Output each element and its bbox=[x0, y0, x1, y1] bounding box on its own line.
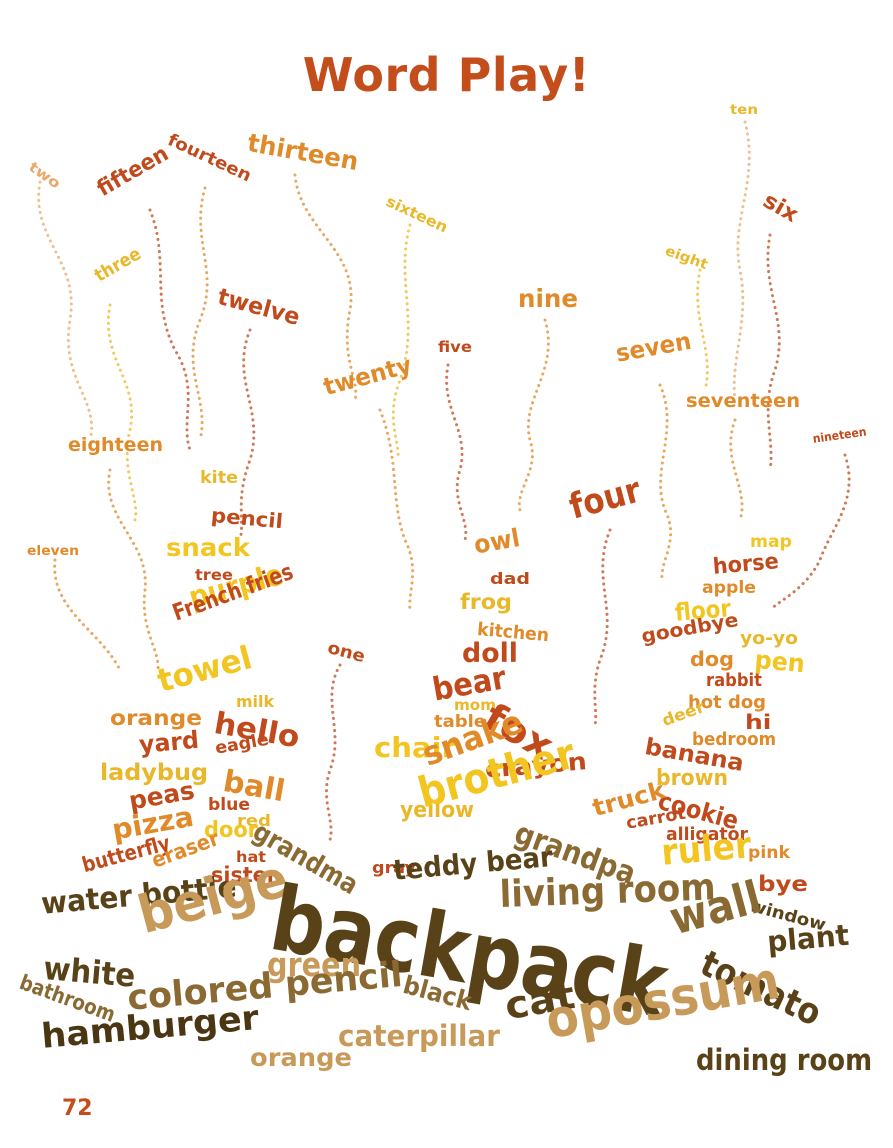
word-doll: doll bbox=[462, 638, 518, 669]
word-map: map bbox=[750, 532, 792, 552]
word-alligator: alligator bbox=[666, 824, 749, 845]
word-yard: yard bbox=[137, 725, 201, 759]
dotted-trail-4 bbox=[732, 120, 751, 402]
dotted-trail-16 bbox=[107, 468, 160, 672]
word-dining-room: dining room bbox=[696, 1043, 873, 1077]
word-dad: dad bbox=[490, 569, 531, 588]
word-ladybug: ladybug bbox=[100, 760, 209, 786]
word-eighteen: eighteen bbox=[68, 434, 164, 456]
dotted-trail-19 bbox=[593, 528, 612, 727]
word-bye: bye bbox=[758, 872, 809, 896]
word-orange: orange bbox=[250, 1043, 353, 1072]
word-hot-dog: hot dog bbox=[688, 692, 767, 713]
dotted-trail-17 bbox=[768, 453, 851, 612]
word-plant: plant bbox=[765, 917, 851, 959]
word-frog: frog bbox=[460, 590, 512, 614]
word-red: red bbox=[237, 811, 272, 830]
word-bedroom: bedroom bbox=[692, 729, 777, 750]
word-tree: tree bbox=[195, 566, 233, 584]
word-yo-yo: yo-yo bbox=[740, 628, 799, 649]
word-sister: sister bbox=[211, 863, 277, 887]
word-brown: brown bbox=[656, 766, 729, 791]
word-rabbit: rabbit bbox=[706, 670, 762, 691]
word-mom: mom bbox=[454, 696, 496, 714]
word-seventeen: seventeen bbox=[686, 390, 801, 412]
page-title: Word Play! bbox=[302, 48, 591, 102]
word-apple: apple bbox=[702, 578, 757, 598]
word-chair: chair bbox=[374, 731, 456, 764]
word-milk: milk bbox=[236, 692, 275, 711]
dotted-trail-8 bbox=[107, 303, 138, 522]
dotted-trail-20 bbox=[325, 663, 342, 842]
word-gray: gray bbox=[372, 858, 417, 877]
word-table: table bbox=[434, 712, 487, 732]
dotted-trail-9 bbox=[238, 328, 256, 542]
dotted-trail-7 bbox=[766, 233, 781, 472]
dotted-trail-14 bbox=[378, 408, 415, 612]
dotted-trail-11 bbox=[517, 318, 550, 512]
word-pink: pink bbox=[748, 843, 790, 863]
word-pencil: pencil bbox=[210, 503, 284, 534]
word-hi: hi bbox=[745, 710, 772, 734]
word-snack: snack bbox=[166, 533, 250, 562]
word-hat: hat bbox=[236, 848, 266, 866]
word-owl: owl bbox=[471, 523, 523, 560]
dotted-trail-6 bbox=[391, 223, 412, 462]
word-eleven: eleven bbox=[27, 544, 79, 559]
page-number: 72 bbox=[62, 1096, 93, 1121]
word-ten: ten bbox=[730, 103, 758, 118]
word-five: five bbox=[438, 338, 472, 356]
dotted-trail-15 bbox=[729, 418, 744, 522]
dotted-trail-2 bbox=[191, 186, 209, 442]
word-door: door bbox=[204, 818, 258, 843]
word-horse: horse bbox=[711, 549, 780, 580]
dotted-trail-12 bbox=[445, 363, 468, 542]
word-nine: nine bbox=[518, 284, 579, 313]
word-kite: kite bbox=[200, 468, 239, 488]
dotted-trail-10 bbox=[696, 268, 709, 392]
word-yellow: yellow bbox=[400, 798, 474, 823]
dotted-trail-18 bbox=[53, 558, 122, 672]
word-green: green bbox=[267, 945, 361, 984]
word-dog: dog bbox=[690, 647, 734, 671]
dotted-trail-13 bbox=[658, 383, 673, 582]
word-caterpillar: caterpillar bbox=[338, 1019, 500, 1053]
dotted-trail-5 bbox=[148, 208, 192, 452]
word-blue: blue bbox=[208, 795, 251, 815]
word-orange: orange bbox=[110, 706, 203, 730]
dotted-trail-1 bbox=[37, 180, 93, 442]
